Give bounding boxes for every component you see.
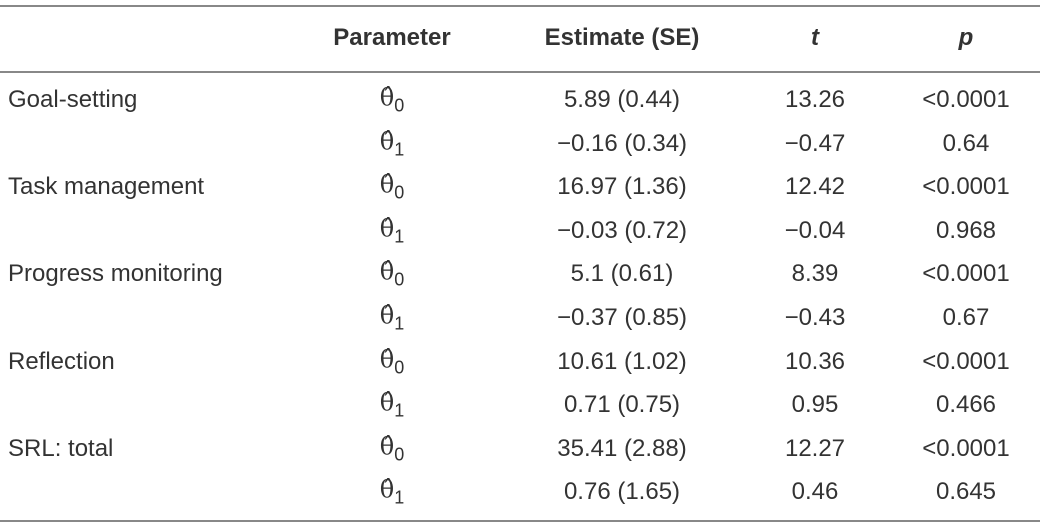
parameter-symbol: θ̂ [379,170,395,199]
parameter: θ̂1 [380,214,404,247]
parameter-symbol: θ̂ [379,214,395,243]
parameter-symbol: θ̂ [379,345,395,374]
parameter-subscript: 0 [394,269,405,290]
estimate: 0.71 (0.75) [563,391,681,419]
parameter-symbol: θ̂ [379,257,395,286]
top-rule [0,5,1040,7]
header-rule [0,71,1040,73]
t-value: 8.39 [791,260,839,288]
t-value: 12.42 [784,173,846,201]
p-value: <0.0001 [922,86,1010,113]
parameter-subscript: 0 [394,95,405,116]
p-value: 0.67 [942,304,990,331]
p-value: <0.0001 [922,347,1010,375]
estimate: 10.61 (1.02) [557,347,687,375]
parameter: θ̂1 [380,389,404,422]
p-value: <0.0001 [922,260,1010,288]
parameter: θ̂1 [380,476,404,509]
estimate: −0.03 (0.72) [556,216,688,244]
p-value: 0.645 [935,478,997,506]
p-value: 0.968 [935,216,997,244]
header-cell: Estimate (SE) [544,24,700,51]
parameter: θ̂0 [380,432,404,465]
estimate: 5.1 (0.61) [570,260,674,288]
parameter-symbol: θ̂ [379,127,395,156]
parameter-subscript: 1 [394,226,405,247]
t-value: 0.46 [791,478,839,506]
parameter-symbol: θ̂ [379,301,395,330]
p-value: 0.466 [935,391,997,419]
p-value: <0.0001 [922,173,1010,201]
estimate: 5.89 (0.44) [563,86,681,113]
parameter-subscript: 1 [394,139,405,160]
parameter-subscript: 0 [394,182,405,203]
parameter-symbol: θ̂ [379,432,395,461]
header-cell: Parameter [333,24,451,51]
parameter-symbol: θ̂ [379,388,395,417]
p-value: <0.0001 [922,434,1010,462]
bottom-rule [0,520,1040,522]
parameter-subscript: 1 [394,487,405,508]
parameter-subscript: 0 [394,357,405,378]
row-label: Task management [8,173,205,201]
t-value: −0.04 [784,216,846,244]
parameter-subscript: 1 [394,400,405,421]
parameter: θ̂0 [380,171,404,204]
estimate: −0.16 (0.34) [556,129,688,157]
t-value: −0.47 [784,129,846,157]
parameter: θ̂0 [380,258,404,291]
parameter: θ̂0 [380,84,404,117]
p-value: 0.64 [942,129,990,157]
parameter: θ̂0 [380,345,404,378]
header-cell: t [811,24,819,51]
t-value: 0.95 [791,391,839,419]
t-value: 10.36 [784,347,846,375]
parameter-symbol: θ̂ [379,83,395,112]
parameter: θ̂1 [380,127,404,160]
t-value: 12.27 [784,434,846,462]
row-label: Reflection [8,347,115,375]
parameter: θ̂1 [380,302,404,335]
estimate: 35.41 (2.88) [557,434,687,462]
estimate: −0.37 (0.85) [556,304,688,331]
parameter-subscript: 0 [394,444,405,465]
row-label: Goal-setting [8,86,138,113]
estimate: 0.76 (1.65) [563,478,681,506]
t-value: −0.43 [784,304,846,331]
estimate: 16.97 (1.36) [557,173,687,201]
parameter-subscript: 1 [394,313,405,334]
row-label: SRL: total [8,434,114,462]
t-value: 13.26 [784,86,846,113]
header-cell: p [958,24,974,51]
parameter-symbol: θ̂ [379,475,395,504]
row-label: Progress monitoring [8,260,223,288]
